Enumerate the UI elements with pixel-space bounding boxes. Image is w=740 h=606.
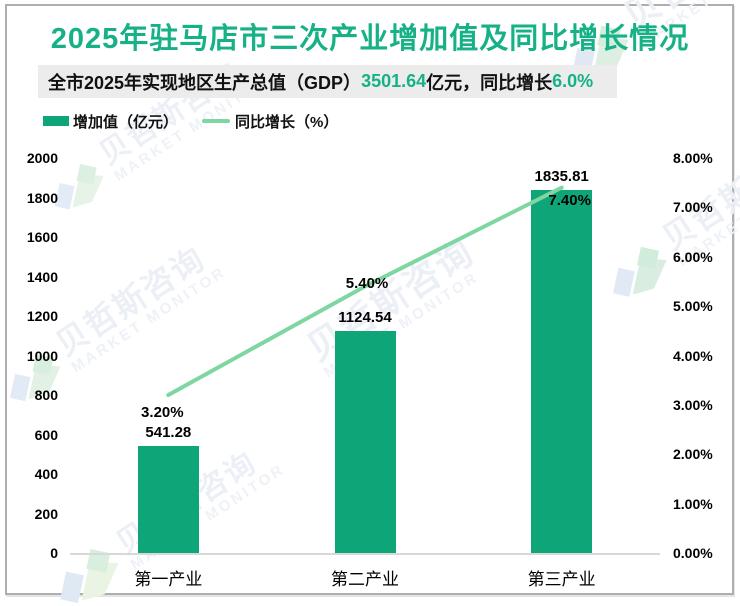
y-axis-left-tick: 1600 — [26, 229, 58, 245]
y-axis-right: 8.00% 7.00% 6.00% 5.00% 4.00% 3.00% 2.00% 1.00%… — [673, 150, 728, 561]
y-axis-right-tick: 2.00% — [673, 446, 713, 463]
y-axis-left-tick: 0 — [50, 545, 58, 561]
y-axis-left-tick: 800 — [34, 387, 58, 403]
growth-percent-label: 3.20% — [141, 404, 184, 421]
y-axis-left-tick: 1800 — [26, 189, 58, 206]
subtitle-text: 亿元，同比增长 — [426, 72, 553, 93]
y-axis-left-tick: 200 — [34, 505, 58, 522]
plot-area: 541.28 1124.54 1835.81 3.20% 5.40% 7.40% — [70, 158, 660, 555]
y-axis-right-tick: 7.00% — [673, 199, 713, 216]
growth-line-path — [166, 185, 564, 397]
y-axis-left-tick: 1200 — [26, 308, 58, 324]
chart-title: 2025年驻马店市三次产业增加值及同比增长情况 — [50, 23, 690, 55]
y-axis-left-tick: 1400 — [26, 268, 58, 285]
legend-item-bar: 增加值（亿元） — [43, 111, 178, 132]
legend-item-line: 同比增长（%） — [202, 111, 338, 132]
growth-percent-label: 7.40% — [548, 191, 591, 209]
y-axis-right-tick: 5.00% — [673, 298, 713, 315]
x-axis: 第一产业 第二产业 第三产业 — [70, 565, 660, 589]
line-legend-swatch-icon — [202, 119, 231, 123]
subtitle-banner: 全市2025年实现地区生产总值（GDP） 3501.64 亿元，同比增长 6.0% — [38, 65, 617, 98]
subtitle-text: 全市2025年实现地区生产总值（GDP） — [48, 72, 362, 93]
growth-value: 6.0% — [552, 71, 594, 91]
y-axis-left-tick: 600 — [34, 426, 58, 443]
category-label-2: 第二产业 — [331, 570, 399, 589]
chart-legend: 增加值（亿元） 同比增长（%） — [43, 111, 338, 132]
bar-value-label: 1835.81 — [534, 168, 589, 186]
category-label-1: 第一产业 — [134, 570, 203, 589]
bar-第一产业 — [137, 446, 199, 553]
y-axis-right-tick: 6.00% — [673, 248, 713, 265]
y-axis-right-tick: 4.00% — [673, 347, 713, 364]
bar-value-label: 1124.54 — [338, 308, 392, 326]
growth-percent-label: 5.40% — [345, 275, 389, 293]
y-axis-left-tick: 400 — [34, 466, 58, 482]
bar-第二产业 — [334, 330, 396, 553]
bar-第三产业 — [531, 190, 593, 553]
bar-value-label: 541.28 — [145, 424, 192, 442]
bar-legend-swatch-icon — [43, 116, 69, 126]
y-axis-left-tick: 1000 — [26, 347, 58, 364]
category-label-3: 第三产业 — [527, 570, 596, 589]
y-axis-right-tick: 8.00% — [673, 150, 713, 166]
y-axis-right-tick: 1.00% — [673, 495, 713, 512]
y-axis-right-tick: 3.00% — [673, 396, 713, 413]
y-axis-right-tick: 0.00% — [673, 545, 713, 561]
legend-bar-label: 增加值（亿元） — [73, 113, 179, 131]
gdp-value: 3501.64 — [361, 71, 427, 91]
legend-line-label: 同比增长（%） — [235, 113, 339, 131]
y-axis-left: 2000 1800 1600 1400 1200 1000 800 600 400 200 0 — [0, 150, 58, 561]
growth-line — [166, 185, 564, 397]
y-axis-left-tick: 2000 — [26, 150, 58, 166]
